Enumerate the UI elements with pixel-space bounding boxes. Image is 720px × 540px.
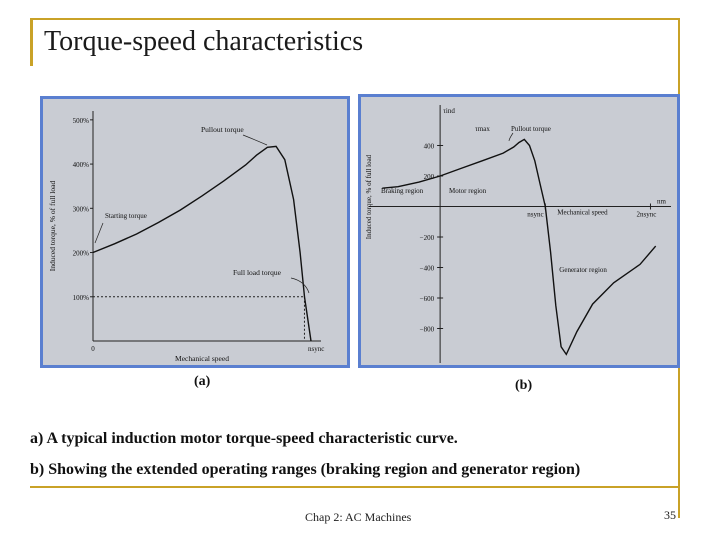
chart-a-annotation-starting: Starting torque bbox=[105, 212, 147, 220]
chart-a-curve bbox=[92, 145, 312, 342]
caption-b: b) Showing the extended operating ranges… bbox=[30, 461, 581, 478]
chart-a-ytick-label: 200% bbox=[73, 250, 90, 258]
chart-a-panel: 500% 400% 300% 200% 100% 0 nsync Mechanical spe… bbox=[40, 96, 350, 368]
chart-a-x-label: Mechanical speed bbox=[175, 354, 229, 363]
chart-b-panel: τind nm Induced torque, % of full load 400 2… bbox=[358, 94, 680, 368]
chart-b-ytick-label: 400 bbox=[424, 143, 435, 151]
footer-chapter: Chap 2: AC Machines bbox=[305, 510, 412, 524]
chart-b-ytick-label: −800 bbox=[420, 326, 435, 334]
chart-a-full-load-leader bbox=[290, 277, 310, 294]
chart-b-curve bbox=[382, 138, 657, 356]
chart-b-annotation-nsync: nsync bbox=[527, 211, 543, 219]
chart-a-x-end-label: nsync bbox=[308, 345, 324, 353]
chart-a-ytick-label: 100% bbox=[73, 294, 90, 302]
chart-b-pullout-leader bbox=[508, 132, 514, 142]
chart-b-ytick-label: 200 bbox=[424, 173, 435, 181]
frame-bottom-line bbox=[30, 486, 680, 488]
frame-top-line bbox=[30, 18, 678, 20]
chart-a-x-origin-label: 0 bbox=[91, 345, 95, 353]
chart-b-annotation-pullout: Pullout torque bbox=[511, 125, 551, 133]
chart-b-annotation-motor: Motor region bbox=[449, 187, 487, 195]
chart-a-starting-leader bbox=[94, 222, 104, 244]
caption-a: a) A typical induction motor torque-spee… bbox=[30, 430, 458, 447]
chart-a-annotation-full-load: Full load torque bbox=[233, 268, 282, 277]
chart-a-y-label: Induced torque, % of full load bbox=[48, 181, 57, 272]
chart-b: τind nm Induced torque, % of full load 400 2… bbox=[365, 105, 671, 363]
chart-a-pullout-leader bbox=[242, 134, 268, 146]
chart-b-annotation-generator: Generator region bbox=[559, 266, 607, 274]
chart-b-annotation-tmax: τmax bbox=[475, 125, 490, 133]
page-number: 35 bbox=[664, 508, 676, 522]
chart-a-ytick-label: 500% bbox=[73, 117, 90, 125]
chart-b-annotation-2nsync: 2nsync bbox=[636, 211, 656, 219]
chart-a-label: (a) bbox=[194, 374, 211, 389]
chart-b-ytick-label: −200 bbox=[420, 234, 435, 242]
chart-b-annotation-mech-speed: Mechanical speed bbox=[557, 209, 608, 217]
chart-a-annotation-pullout: Pullout torque bbox=[201, 125, 244, 134]
chart-b-annotation-braking: Braking region bbox=[381, 187, 424, 195]
page-title: Torque-speed characteristics bbox=[44, 26, 364, 57]
frame-left-line bbox=[30, 18, 33, 66]
chart-b-label: (b) bbox=[515, 378, 533, 393]
chart-b-y-label: Induced torque, % of full load bbox=[365, 154, 373, 239]
chart-b-y-top-label: τind bbox=[443, 107, 455, 115]
chart-b-ytick-label: −400 bbox=[420, 265, 435, 273]
chart-b-x-label: nm bbox=[657, 198, 667, 206]
chart-a: 500% 400% 300% 200% 100% 0 nsync Mechanical spe… bbox=[48, 111, 324, 363]
chart-a-ytick-label: 400% bbox=[73, 161, 90, 169]
chart-b-ytick-label: −600 bbox=[420, 295, 435, 303]
chart-a-ytick-label: 300% bbox=[73, 205, 90, 213]
